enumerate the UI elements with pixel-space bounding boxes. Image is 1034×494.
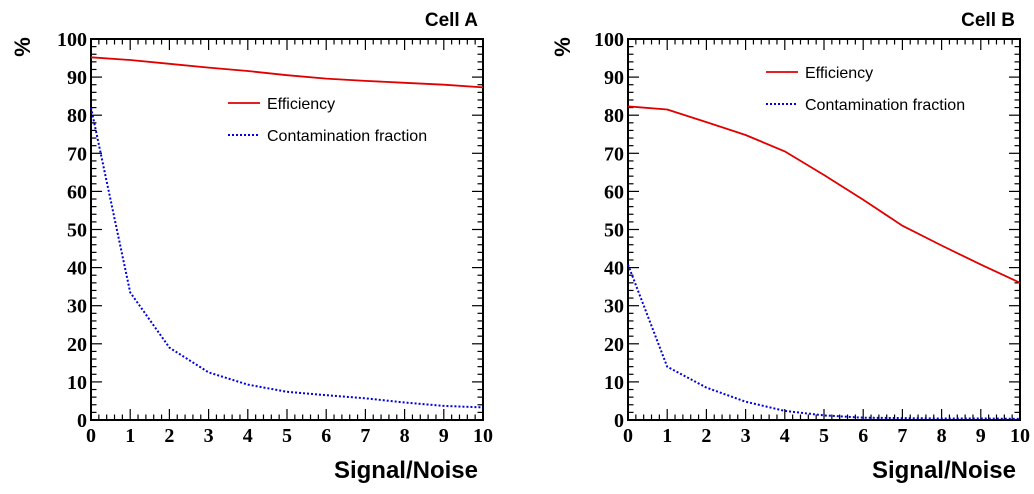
series-line-efficiency	[90, 56, 484, 89]
y-axis-label: %	[10, 37, 35, 57]
y-tick-label: 60	[67, 181, 87, 203]
y-tick-label: 70	[67, 143, 87, 165]
axis-ticks	[90, 38, 484, 421]
x-axis-label: Signal/Noise	[872, 457, 1016, 484]
legend-label: Efficiency	[267, 96, 335, 113]
x-tick-label: 6	[858, 425, 868, 447]
x-tick-label: 1	[125, 425, 135, 447]
x-tick-label: 9	[439, 425, 449, 447]
y-tick-label: 100	[594, 29, 624, 51]
x-tick-label: 5	[819, 425, 829, 447]
x-tick-label: 7	[360, 425, 370, 447]
y-tick-label: 100	[57, 29, 87, 51]
y-tick-label: 80	[604, 105, 624, 127]
legend-label: Contamination fraction	[267, 128, 427, 145]
axis-ticks	[627, 38, 1021, 421]
legend-label: Contamination fraction	[805, 97, 965, 114]
x-tick-label: 0	[86, 425, 96, 447]
chart-title: Cell B	[961, 10, 1015, 31]
series-line-efficiency	[627, 105, 1021, 284]
x-tick-label: 3	[204, 425, 214, 447]
y-tick-label: 0	[614, 410, 624, 432]
x-tick-label: 4	[780, 425, 790, 447]
y-tick-label: 80	[67, 105, 87, 127]
y-tick-label: 40	[604, 258, 624, 280]
y-tick-label: 20	[604, 334, 624, 356]
y-tick-label: 30	[67, 296, 87, 318]
legend-label: Efficiency	[805, 65, 873, 82]
x-axis-label: Signal/Noise	[334, 457, 478, 484]
x-tick-label: 10	[1010, 425, 1030, 447]
y-axis-label: %	[550, 37, 575, 57]
x-tick-label: 5	[282, 425, 292, 447]
y-tick-label: 0	[77, 410, 87, 432]
y-tick-label: 40	[67, 258, 87, 280]
y-tick-label: 10	[67, 372, 87, 394]
y-tick-label: 20	[67, 334, 87, 356]
y-tick-label: 30	[604, 296, 624, 318]
series-line-contamination-fraction	[627, 264, 1021, 420]
y-tick-label: 50	[604, 220, 624, 242]
series-line-contamination-fraction	[90, 107, 484, 409]
x-tick-label: 2	[164, 425, 174, 447]
x-tick-label: 8	[400, 425, 410, 447]
x-tick-label: 7	[897, 425, 907, 447]
x-tick-label: 3	[741, 425, 751, 447]
x-tick-label: 8	[937, 425, 947, 447]
y-tick-label: 90	[67, 67, 87, 89]
y-tick-label: 10	[604, 372, 624, 394]
x-tick-label: 1	[662, 425, 672, 447]
y-tick-label: 90	[604, 67, 624, 89]
x-tick-label: 4	[243, 425, 253, 447]
y-tick-label: 50	[67, 220, 87, 242]
x-tick-label: 6	[321, 425, 331, 447]
x-tick-label: 9	[976, 425, 986, 447]
x-tick-label: 10	[473, 425, 493, 447]
y-tick-label: 60	[604, 181, 624, 203]
y-tick-label: 70	[604, 143, 624, 165]
chart-title: Cell A	[425, 10, 478, 31]
x-tick-label: 0	[623, 425, 633, 447]
x-tick-label: 2	[701, 425, 711, 447]
